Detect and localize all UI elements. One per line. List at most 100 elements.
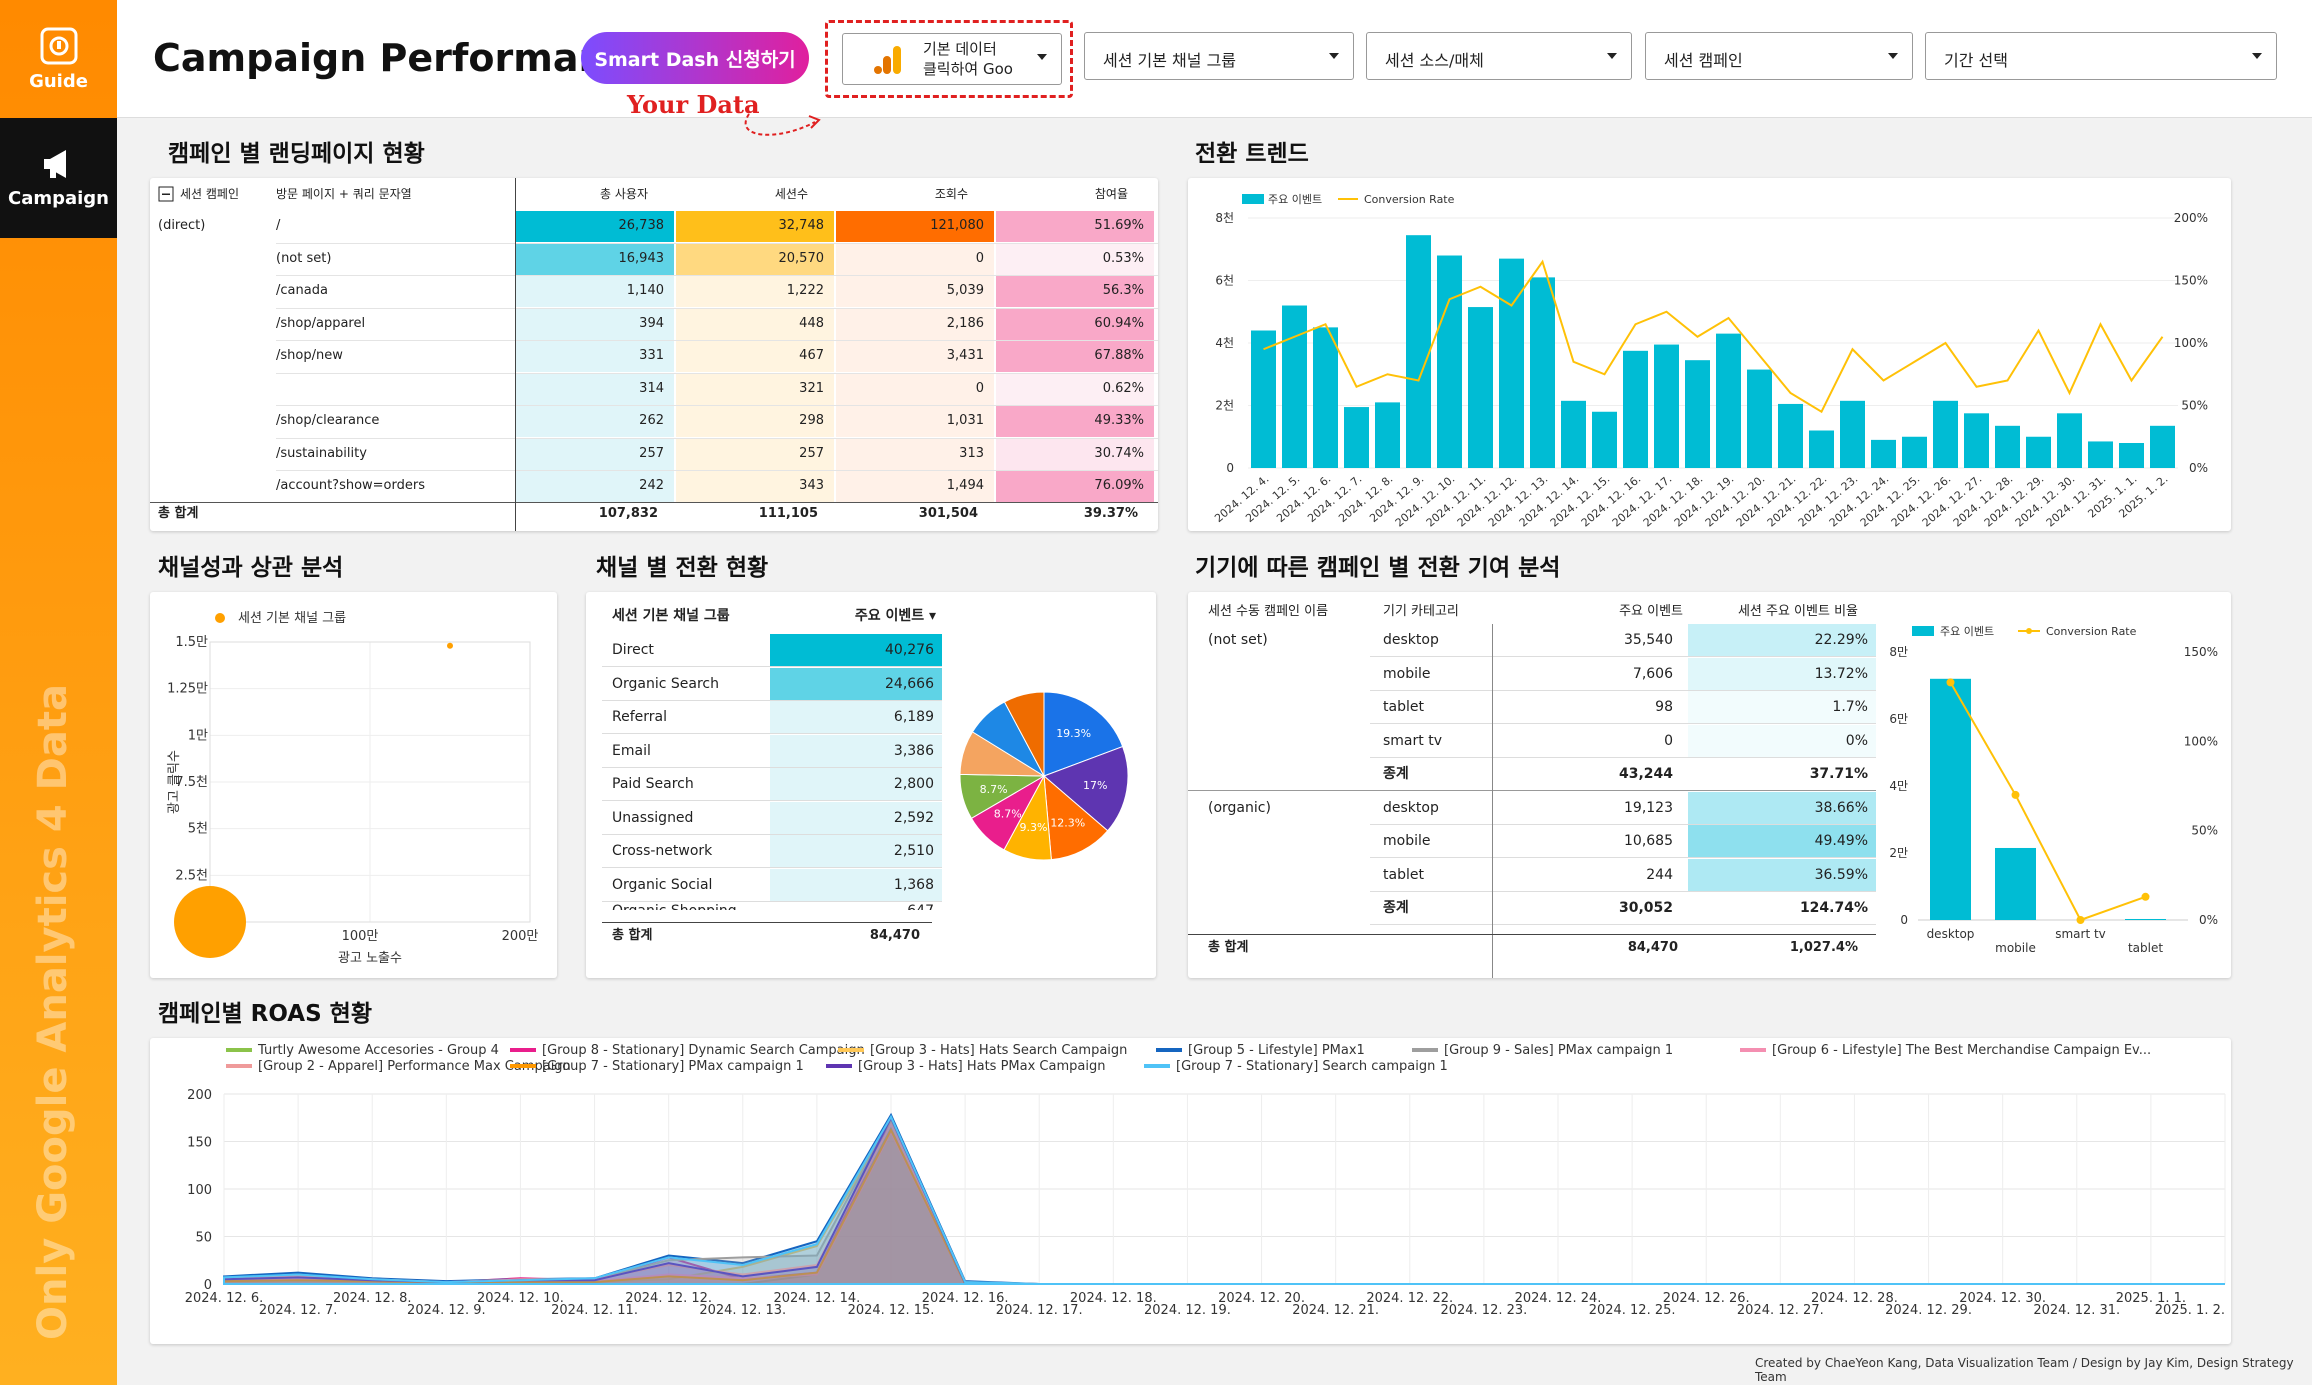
legend-label: [Group 2 - Apparel] Performance Max Camp… xyxy=(258,1059,571,1074)
collapse-icon[interactable] xyxy=(158,186,174,202)
legend-swatch xyxy=(1242,194,1264,204)
row-divider xyxy=(1370,756,1876,758)
legend-label: Turtly Awesome Accesories - Group 4 xyxy=(257,1043,499,1058)
roas-card: Turtly Awesome Accesories - Group 4 [Grou… xyxy=(150,1038,2231,1344)
heat-cell-bg xyxy=(676,471,834,502)
total-cell: 111,105 xyxy=(758,506,818,521)
device-col-events[interactable]: 주요 이벤트 xyxy=(1619,604,1683,619)
col-header-views[interactable]: 조회수 xyxy=(934,187,968,201)
channel-name-cell: Direct xyxy=(612,642,654,658)
filter-source-medium[interactable]: 세션 소스/매체 xyxy=(1366,32,1632,80)
bar xyxy=(2150,425,2175,468)
device-rate-cell: 38.66% xyxy=(1814,799,1868,816)
y-tick-label: 6만 xyxy=(1889,712,1908,726)
device-col-rate[interactable]: 세션 주요 이벤트 비율 xyxy=(1737,604,1858,619)
row-divider xyxy=(276,372,1158,374)
legend-label: Conversion Rate xyxy=(2046,625,2137,638)
bar xyxy=(1747,369,1772,468)
y-tick-label: 50 xyxy=(195,1231,212,1246)
col-header-landing-page[interactable]: 방문 페이지 + 쿼리 문자열 xyxy=(276,187,412,201)
col-header-engagement[interactable]: 참여율 xyxy=(1094,187,1128,201)
y-tick-label: 8만 xyxy=(1889,645,1908,659)
y-tick-label: 1만 xyxy=(188,728,208,743)
col-header-users[interactable]: 총 사용자 xyxy=(600,187,648,201)
channel-name-cell: Cross-network xyxy=(612,843,713,859)
correlation-section-title: 채널성과 상관 분석 xyxy=(158,555,344,581)
device-rate-cell: 0% xyxy=(1845,732,1868,749)
filter-date-range[interactable]: 기간 선택 xyxy=(1925,32,2277,80)
legend-swatch xyxy=(838,1048,864,1052)
device-category-cell: tablet xyxy=(1383,699,1424,715)
heat-cell-bg xyxy=(516,471,674,502)
filter-channel-group[interactable]: 세션 기본 채널 그룹 xyxy=(1084,32,1354,80)
filter-campaign[interactable]: 세션 캠페인 xyxy=(1645,32,1913,80)
col-header-sessions[interactable]: 세션수 xyxy=(774,187,808,201)
row-divider xyxy=(276,242,1158,244)
legend-label: [Group 6 - Lifestyle] The Best Merchandi… xyxy=(1772,1043,2151,1058)
channel-col-header[interactable]: 세션 기본 채널 그룹 xyxy=(612,608,730,624)
sidebar-item-guide[interactable]: Guide xyxy=(0,0,117,118)
pie-data-label: 8.7% xyxy=(980,783,1008,796)
y2-tick-label: 200% xyxy=(2174,211,2208,225)
channel-total-label: 총 합계 xyxy=(612,928,653,943)
channel-value-cell: 3,386 xyxy=(893,742,934,759)
legend-label: 세션 기본 채널 그룹 xyxy=(238,611,346,626)
metric-cell: 2,186 xyxy=(946,315,984,331)
legend-label: [Group 7 - Stationary] PMax campaign 1 xyxy=(542,1059,804,1074)
events-col-header[interactable]: 주요 이벤트 ▾ xyxy=(854,608,936,624)
trend-section-title: 전환 트렌드 xyxy=(1195,141,1309,167)
metric-cell: 0.53% xyxy=(1102,250,1144,266)
filter-label: 기간 선택 xyxy=(1944,51,2008,70)
y-tick-label: 4천 xyxy=(1215,335,1234,350)
channel-value-cell: 2,592 xyxy=(893,809,934,826)
device-category-cell: mobile xyxy=(1383,833,1431,849)
device-category-cell: smart tv xyxy=(1383,732,1442,749)
line-point xyxy=(1946,678,1955,687)
series-area xyxy=(224,1124,2225,1285)
x-tick-label: mobile xyxy=(1995,941,2036,955)
arrow-icon xyxy=(744,113,821,136)
pie-slice xyxy=(1043,745,1129,832)
megaphone-icon xyxy=(43,149,66,178)
pie-data-label: 19.3% xyxy=(1056,727,1091,740)
x-tick-label: 2024. 12. 25. xyxy=(1589,1303,1676,1318)
heat-cell-bg xyxy=(1688,758,1876,790)
filter-label: 세션 소스/매체 xyxy=(1385,51,1484,70)
heat-cell-bg xyxy=(1688,657,1876,690)
series-area xyxy=(223,1115,2225,1285)
row-divider xyxy=(1370,823,1876,825)
chevron-down-icon xyxy=(1329,53,1339,59)
row-divider xyxy=(602,833,942,835)
bar xyxy=(1344,407,1369,468)
metric-cell: 51.69% xyxy=(1094,218,1144,233)
roas-chart: Turtly Awesome Accesories - Group 4 [Grou… xyxy=(185,1043,2226,1318)
y2-tick-label: 150% xyxy=(2184,645,2218,659)
x-tick-label: 2024. 12. 29. xyxy=(1885,1303,1972,1318)
device-col-campaign[interactable]: 세션 수동 캠페인 이름 xyxy=(1208,604,1329,619)
series-area xyxy=(223,1120,2225,1285)
heat-cell-bg xyxy=(836,276,994,307)
row-divider xyxy=(276,405,1158,406)
header: Campaign Performane Smart Dash 신청하기 Your… xyxy=(117,0,2312,136)
credit-text: Created by ChaeYeon Kang, Data Visualiza… xyxy=(1755,1356,2294,1384)
sidebar-item-campaign[interactable]: Campaign xyxy=(0,118,117,238)
metric-cell: 1,140 xyxy=(626,283,664,298)
row-divider xyxy=(1370,689,1876,691)
x-tick-label: 2024. 12. 21. xyxy=(1292,1303,1379,1318)
scatter-chart: 세션 기본 채널 그룹02.5천5천7.5천1만1.25만1.5만0100만20… xyxy=(167,611,538,966)
legend-label: [Group 8 - Stationary] Dynamic Search Ca… xyxy=(542,1043,865,1058)
datasource-select[interactable]: 기본 데이터 클릭하여 Goo xyxy=(842,33,1062,85)
metric-cell: 467 xyxy=(799,348,824,363)
y-tick-label: 0 xyxy=(1226,461,1234,475)
col-header-campaign[interactable]: 세션 캠페인 xyxy=(180,187,240,201)
smart-dash-button[interactable]: Smart Dash 신청하기 xyxy=(581,32,809,84)
bar xyxy=(1282,305,1307,468)
series-area xyxy=(223,1118,2225,1285)
scatter-card: 세션 기본 채널 그룹02.5천5천7.5천1만1.25만1.5만0100만20… xyxy=(150,592,557,978)
device-col-category[interactable]: 기기 카테고리 xyxy=(1383,604,1459,619)
heat-cell-bg xyxy=(516,438,674,470)
plot-frame xyxy=(209,641,531,923)
heat-cell-bg xyxy=(516,243,674,275)
heat-cell-bg xyxy=(996,341,1154,372)
metric-cell: 394 xyxy=(639,315,664,331)
